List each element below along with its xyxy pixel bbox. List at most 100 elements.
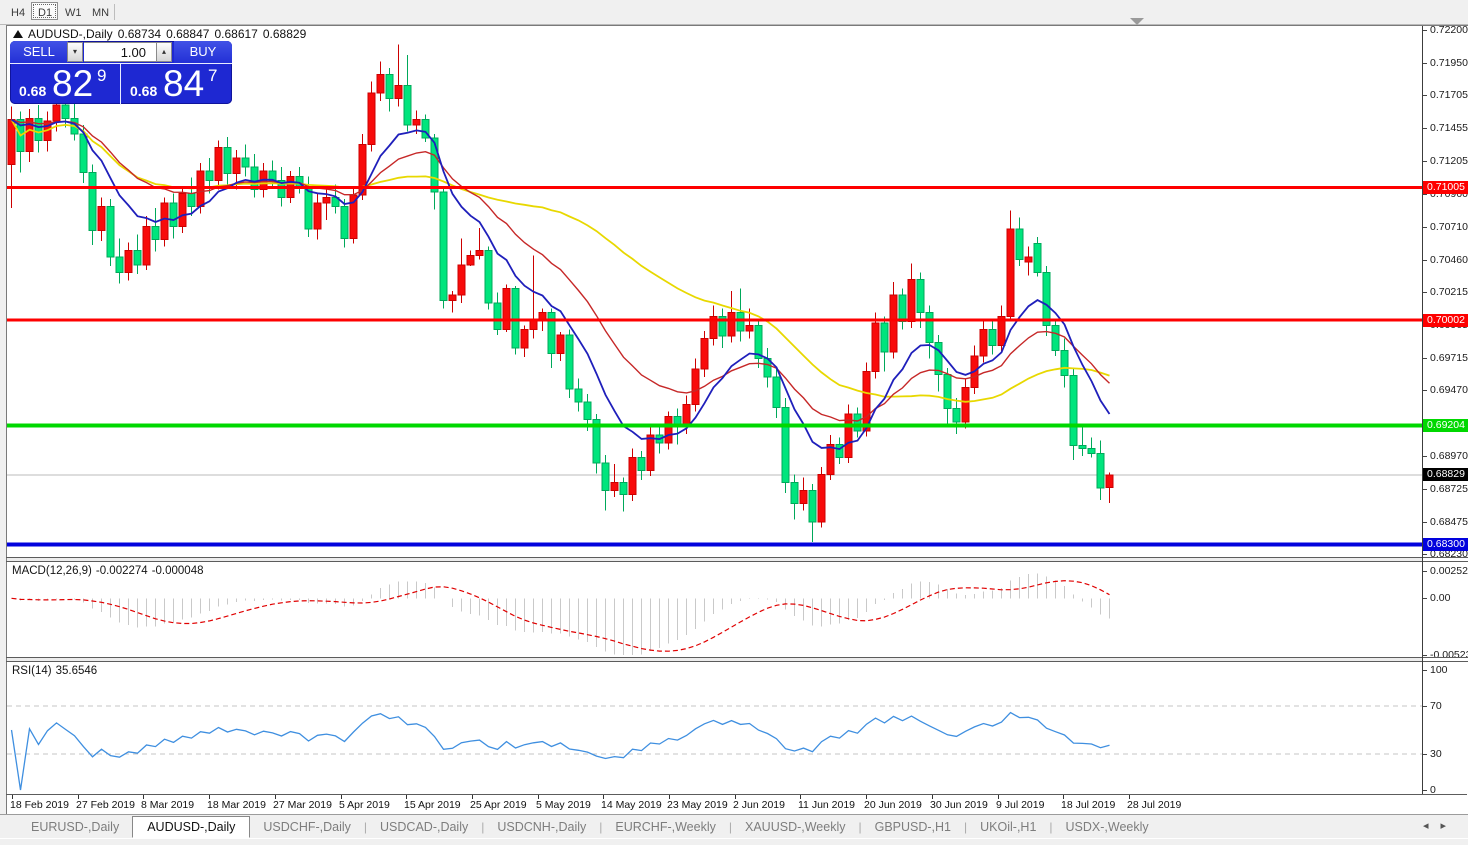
candlestick-chart[interactable] [7,26,1422,557]
timeframe-w1[interactable]: W1 [58,2,85,20]
date-label: 18 Jul 2019 [1061,799,1116,811]
toolbar-separator [114,3,115,20]
rsi-tick-label: 0 [1430,784,1436,796]
price-tick-label: 0.72200 [1430,24,1468,36]
chart-tab-usdcnh[interactable]: USDCNH-,Daily [497,819,587,834]
price-tick-label: 0.71205 [1430,155,1468,167]
chart-shift-marker[interactable] [1130,18,1144,25]
rsi-label: RSI(14) 35.6546 [12,665,101,677]
price-tick-label: 0.69715 [1430,352,1468,364]
macd-signal-value: -0.000048 [151,565,204,577]
sell-price-pip: 9 [97,66,107,85]
buy-price-prefix: 0.68 [130,83,158,99]
buy-price-pip: 7 [208,66,218,85]
timeframe-h4[interactable]: H4 [4,2,31,20]
sell-price-prefix: 0.68 [19,83,47,99]
axis-tick [1423,95,1427,96]
axis-pane-border [1423,657,1468,658]
axis-tick [1423,161,1427,162]
price-level-label: 0.68300 [1423,538,1468,551]
date-tick [866,795,867,799]
date-tick [669,795,670,799]
axis-tick [1423,194,1427,195]
pane-border [6,657,1467,658]
chart-tab-gbpusd[interactable]: GBPUSD-,H1 [874,819,952,834]
tab-separator: | [1049,819,1053,834]
axis-tick [1423,292,1427,293]
sell-price-button[interactable]: 0.68 82 9 [10,63,121,105]
buy-price-button[interactable]: 0.68 84 7 [121,63,231,105]
tab-separator: | [858,819,862,834]
date-label: 9 Jul 2019 [996,799,1045,811]
tab-separator: | [481,819,485,834]
chart-tab-eurusd[interactable]: EURUSD-,Daily [31,819,120,834]
date-label: 20 Jun 2019 [864,799,922,811]
macd-pane[interactable] [7,562,1422,657]
price-level-label: 0.71005 [1423,181,1468,194]
symbol-header: AUDUSD-,Daily 0.68734 0.68847 0.68617 0.6882… [13,27,311,41]
macd-tick-label: 0.00 [1430,592,1451,604]
bar-open: 0.68734 [117,27,162,41]
axis-tick [1423,554,1427,555]
symbol-name: AUDUSD-,Daily [28,27,113,41]
rsi-pane[interactable] [7,662,1422,794]
chart-tab-usdcad[interactable]: USDCAD-,Daily [380,819,469,834]
chart-tab-ukoil[interactable]: UKOil-,H1 [980,819,1037,834]
pane-border [6,561,1467,562]
timeframe-mn[interactable]: MN [85,2,112,20]
axis-tick [1423,754,1427,755]
volume-input[interactable] [84,42,156,62]
axis-tick [1423,522,1427,523]
date-label: 30 Jun 2019 [930,799,988,811]
pane-splitter[interactable] [7,558,1467,561]
axis-tick [1423,670,1427,671]
price-tick-label: 0.70215 [1430,286,1468,298]
price-axis-line [1422,26,1423,794]
date-label: 27 Feb 2019 [76,799,135,811]
pane-splitter[interactable] [7,658,1467,661]
buy-button[interactable]: BUY [174,41,232,63]
axis-tick [1423,598,1427,599]
date-label: 23 May 2019 [667,799,728,811]
volume-decrease-button[interactable]: ▾ [67,42,83,62]
date-tick [406,795,407,799]
date-label: 11 Jun 2019 [798,799,856,811]
rsi-name: RSI(14) [12,665,52,677]
tab-separator: | [728,819,732,834]
rsi-value: 35.6546 [55,665,98,677]
chart-tab-eurchf[interactable]: EURCHF-,Weekly [615,819,716,834]
macd-label: MACD(12,26,9) -0.002274 -0.000048 [12,565,207,577]
chart-tab-usdx[interactable]: USDX-,Weekly [1065,819,1149,834]
axis-pane-border [1423,661,1468,662]
price-tick-label: 0.71455 [1430,122,1468,134]
chart-tab-bar: EURUSD-,Daily AUDUSD-,Daily USDCHF-,Daily |… [0,814,1468,838]
date-tick [1129,795,1130,799]
sell-button[interactable]: SELL [10,41,68,63]
axis-tick [1423,30,1427,31]
timeframe-d1[interactable]: D1 [31,2,58,20]
one-click-trading-panel: SELL ▾ ▴ BUY 0.68 82 9 0.68 84 7 [10,41,232,105]
date-tick [209,795,210,799]
date-label: 8 Mar 2019 [141,799,195,811]
date-tick [800,795,801,799]
chart-tab-xauusd[interactable]: XAUUSD-,Weekly [745,819,846,834]
chart-tab-audusd[interactable]: AUDUSD-,Daily [132,815,251,838]
current-price-label: 0.68829 [1423,468,1468,481]
date-tick [1063,795,1064,799]
chart-tab-usdchf[interactable]: USDCHF-,Daily [263,819,351,834]
pane-border [6,794,1467,795]
date-tick [143,795,144,799]
tabs-scroll-right-icon[interactable]: ▸ [1440,820,1458,832]
date-label: 18 Feb 2019 [10,799,69,811]
price-tick-label: 0.70460 [1430,254,1468,266]
macd-tick-label: 0.002522 [1430,565,1468,577]
tabs-scroll-left-icon[interactable]: ◂ [1422,820,1441,832]
volume-increase-button[interactable]: ▴ [156,42,172,62]
price-tick-label: 0.71705 [1430,89,1468,101]
date-axis[interactable]: 18 Feb 2019 27 Feb 2019 8 Mar 2019 18 Mar 2… [7,795,1422,813]
rsi-tick-label: 30 [1430,748,1442,760]
date-tick [735,795,736,799]
tab-separator: | [363,819,368,834]
axis-tick [1423,571,1427,572]
price-axis[interactable]: 0.72200 0.71950 0.71705 0.71455 0.71205 0.709… [1423,24,1468,796]
